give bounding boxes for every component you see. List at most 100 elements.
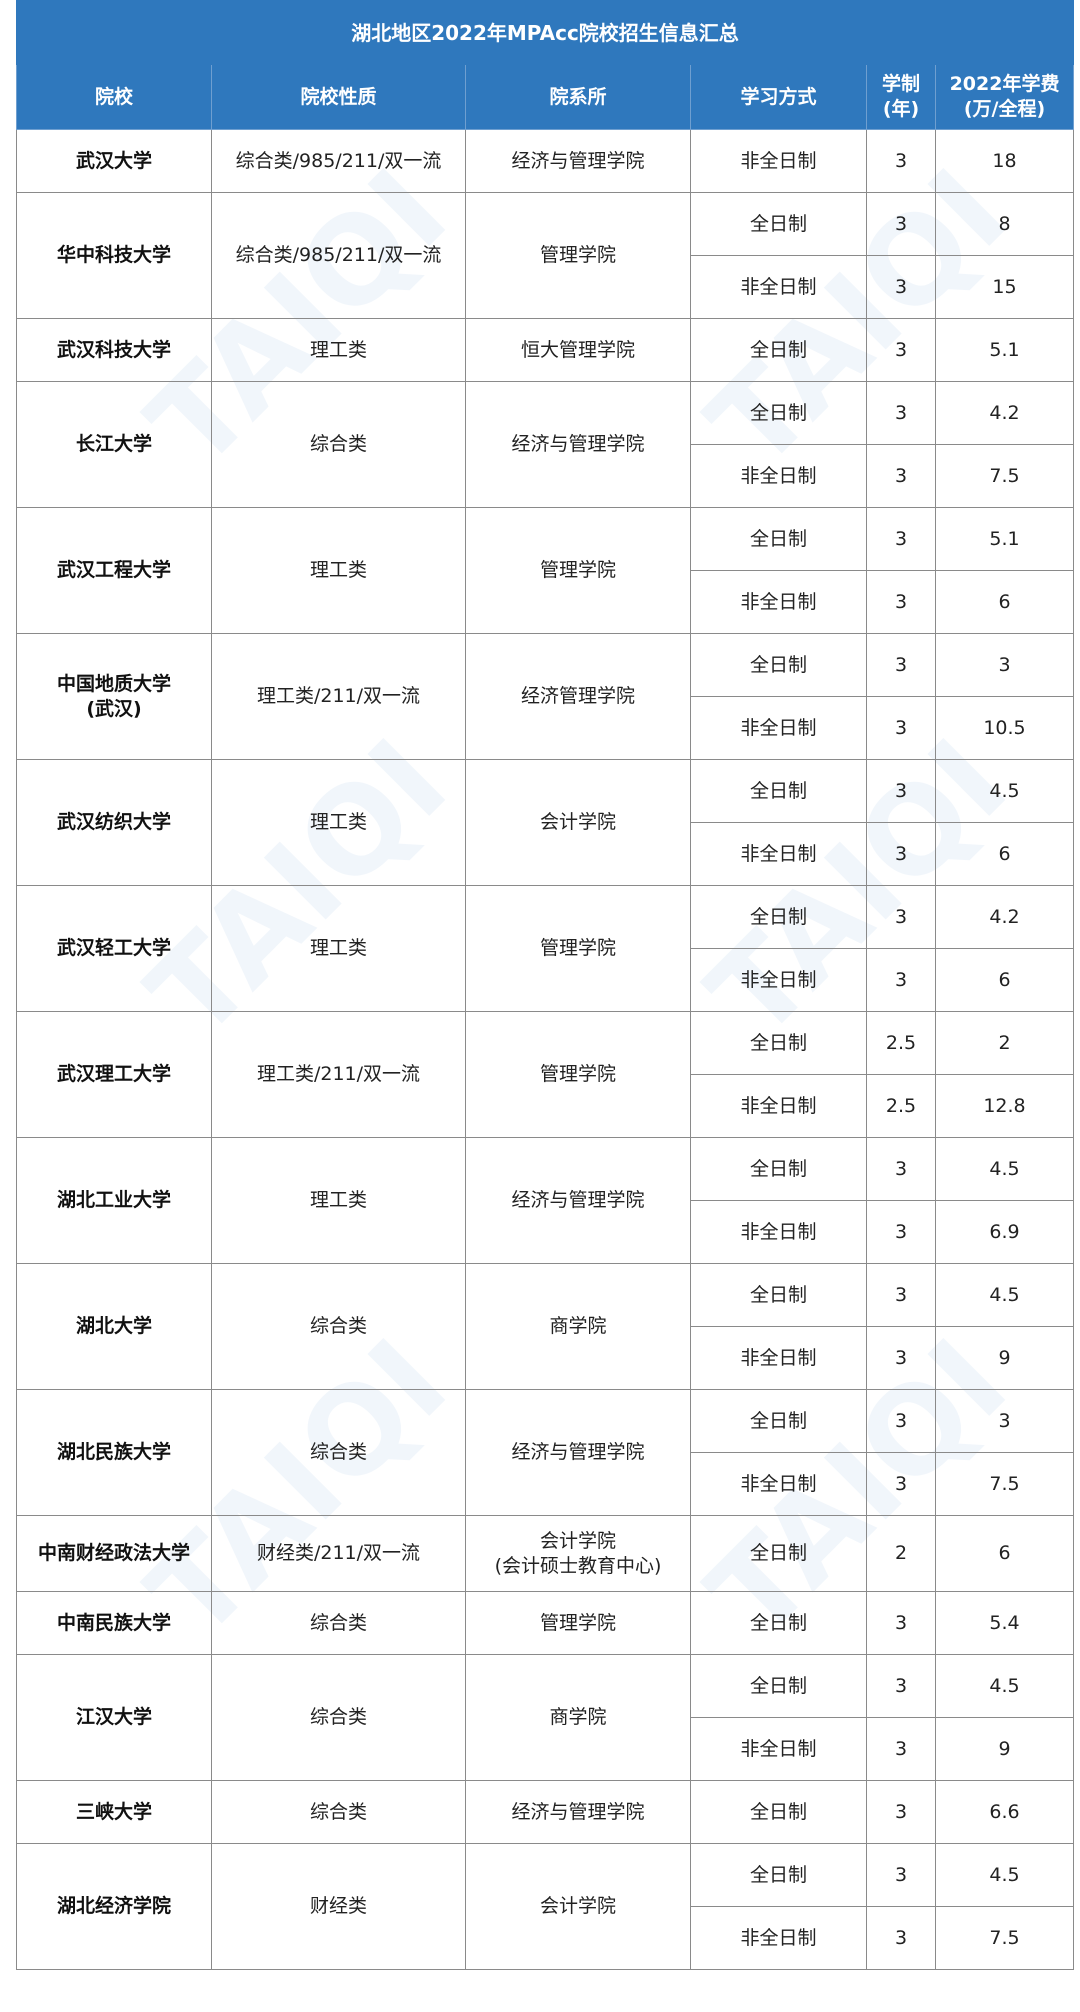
years-cell: 3 bbox=[866, 1200, 936, 1264]
school-name-cell: 长江大学 bbox=[16, 381, 212, 508]
years-cell: 3 bbox=[866, 1263, 936, 1327]
header-dept: 院系所 bbox=[465, 64, 691, 130]
school-type-cell: 综合类 bbox=[211, 1780, 466, 1844]
fee-cell: 8 bbox=[934, 192, 1075, 256]
years-cell: 3 bbox=[866, 1452, 936, 1516]
fee-cell: 15 bbox=[934, 255, 1075, 319]
study-mode-cell: 全日制 bbox=[690, 1780, 867, 1844]
years-cell: 3 bbox=[866, 1137, 936, 1201]
header-years: 学制(年) bbox=[866, 64, 936, 130]
study-mode-cell: 全日制 bbox=[690, 633, 867, 697]
header-school: 院校 bbox=[16, 64, 212, 130]
years-cell: 2 bbox=[866, 1515, 936, 1592]
years-cell: 3 bbox=[866, 822, 936, 886]
header-mode: 学习方式 bbox=[690, 64, 867, 130]
department-cell: 管理学院 bbox=[465, 1591, 691, 1655]
years-cell: 3 bbox=[866, 1717, 936, 1781]
years-cell: 3 bbox=[866, 255, 936, 319]
study-mode-cell: 非全日制 bbox=[690, 1326, 867, 1390]
years-cell: 3 bbox=[866, 948, 936, 1012]
table-body: 武汉大学 综合类/985/211/双一流 经济与管理学院 非全日制 3 18 华中科技大学综… bbox=[16, 129, 1075, 1970]
table-row: 非全日制 3 6 bbox=[17, 822, 1075, 886]
years-cell: 3 bbox=[866, 129, 936, 193]
school-type-cell: 综合类 bbox=[211, 1389, 466, 1516]
fee-cell: 10.5 bbox=[934, 696, 1075, 760]
school-type-cell: 理工类/211/双一流 bbox=[211, 1011, 466, 1138]
fee-cell: 4.2 bbox=[934, 381, 1075, 445]
years-cell: 3 bbox=[866, 1843, 936, 1907]
years-cell: 3 bbox=[866, 1654, 936, 1718]
fee-cell: 12.8 bbox=[934, 1074, 1075, 1138]
table-row: 非全日制 3 9 bbox=[17, 1717, 1075, 1781]
table-row: 湖北工业大学 理工类 经济与管理学院 全日制 3 4.5 bbox=[16, 1137, 1075, 1264]
study-mode-cell: 非全日制 bbox=[690, 696, 867, 760]
study-mode-cell: 全日制 bbox=[690, 1591, 867, 1655]
fee-cell: 3 bbox=[934, 1389, 1075, 1453]
school-name-cell: 湖北工业大学 bbox=[16, 1137, 212, 1264]
table-row: 中国地质大学(武汉) 理工类/211/双一流 经济管理学院 全日制 3 3 bbox=[16, 633, 1075, 760]
department-cell: 经济与管理学院 bbox=[465, 1389, 691, 1516]
school-type-cell: 财经类 bbox=[211, 1843, 466, 1970]
study-mode-cell: 全日制 bbox=[690, 1654, 867, 1718]
table-row: 非全日制 2.5 12.8 bbox=[17, 1074, 1075, 1138]
study-mode-cell: 全日制 bbox=[690, 1515, 867, 1592]
study-mode-cell: 全日制 bbox=[690, 318, 867, 382]
study-mode-cell: 非全日制 bbox=[690, 948, 867, 1012]
school-name-cell: 武汉科技大学 bbox=[16, 318, 212, 382]
years-cell: 3 bbox=[866, 192, 936, 256]
table-row: 三峡大学 综合类 经济与管理学院 全日制 3 6.6 bbox=[16, 1780, 1075, 1844]
table-row: 武汉理工大学 理工类/211/双一流 管理学院 全日制 2.5 2 bbox=[16, 1011, 1075, 1138]
table-row: 中南财经政法大学 财经类/211/双一流 会计学院 (会计硕士教育中心) 全日制 2 6 bbox=[16, 1515, 1075, 1592]
school-type-cell: 理工类 bbox=[211, 1137, 466, 1264]
fee-cell: 4.5 bbox=[934, 1654, 1075, 1718]
fee-cell: 5.4 bbox=[934, 1591, 1075, 1655]
years-cell: 3 bbox=[866, 570, 936, 634]
header-type: 院校性质 bbox=[211, 64, 466, 130]
department-cell: 经济管理学院 bbox=[465, 633, 691, 760]
school-name-cell: 中南民族大学 bbox=[16, 1591, 212, 1655]
fee-cell: 3 bbox=[934, 633, 1075, 697]
fee-cell: 7.5 bbox=[934, 1906, 1075, 1970]
years-cell: 3 bbox=[866, 1326, 936, 1390]
department-cell: 经济与管理学院 bbox=[465, 1137, 691, 1264]
fee-cell: 9 bbox=[934, 1326, 1075, 1390]
fee-cell: 4.5 bbox=[934, 759, 1075, 823]
fee-cell: 7.5 bbox=[934, 444, 1075, 508]
school-type-cell: 理工类 bbox=[211, 507, 466, 634]
years-cell: 3 bbox=[866, 1906, 936, 1970]
table-row: 武汉轻工大学 理工类 管理学院 全日制 3 4.2 bbox=[16, 885, 1075, 1012]
fee-cell: 5.1 bbox=[934, 318, 1075, 382]
table-row: 湖北民族大学 综合类 经济与管理学院 全日制 3 3 bbox=[16, 1389, 1075, 1516]
school-name-cell: 江汉大学 bbox=[16, 1654, 212, 1781]
department-cell: 经济与管理学院 bbox=[465, 381, 691, 508]
study-mode-cell: 全日制 bbox=[690, 759, 867, 823]
study-mode-cell: 非全日制 bbox=[690, 822, 867, 886]
study-mode-cell: 非全日制 bbox=[690, 1452, 867, 1516]
fee-cell: 2 bbox=[934, 1011, 1075, 1075]
fee-cell: 4.5 bbox=[934, 1263, 1075, 1327]
department-cell: 管理学院 bbox=[465, 1011, 691, 1138]
fee-cell: 4.5 bbox=[934, 1843, 1075, 1907]
years-cell: 3 bbox=[866, 696, 936, 760]
table-row: 非全日制 3 7.5 bbox=[17, 444, 1075, 508]
school-type-cell: 财经类/211/双一流 bbox=[211, 1515, 466, 1592]
department-cell: 商学院 bbox=[465, 1654, 691, 1781]
school-name-cell: 湖北大学 bbox=[16, 1263, 212, 1390]
table-row: 武汉科技大学 理工类 恒大管理学院 全日制 3 5.1 bbox=[16, 318, 1075, 382]
study-mode-cell: 全日制 bbox=[690, 192, 867, 256]
school-name-cell: 武汉大学 bbox=[16, 129, 212, 193]
table-row: 湖北经济学院 财经类 会计学院 全日制 3 4.5 bbox=[16, 1843, 1075, 1970]
fee-cell: 6 bbox=[934, 822, 1075, 886]
table-row: 中南民族大学 综合类 管理学院 全日制 3 5.4 bbox=[16, 1591, 1075, 1655]
study-mode-cell: 全日制 bbox=[690, 1843, 867, 1907]
years-cell: 3 bbox=[866, 381, 936, 445]
mpacc-info-table: 湖北地区2022年MPAcc院校招生信息汇总 院校 院校性质 院系所 学习方式 … bbox=[15, 0, 1075, 1970]
study-mode-cell: 全日制 bbox=[690, 1011, 867, 1075]
school-name-cell: 湖北经济学院 bbox=[16, 1843, 212, 1970]
department-cell: 商学院 bbox=[465, 1263, 691, 1390]
school-type-cell: 理工类 bbox=[211, 318, 466, 382]
fee-cell: 5.1 bbox=[934, 507, 1075, 571]
school-name-cell: 武汉理工大学 bbox=[16, 1011, 212, 1138]
fee-cell: 4.2 bbox=[934, 885, 1075, 949]
fee-cell: 7.5 bbox=[934, 1452, 1075, 1516]
